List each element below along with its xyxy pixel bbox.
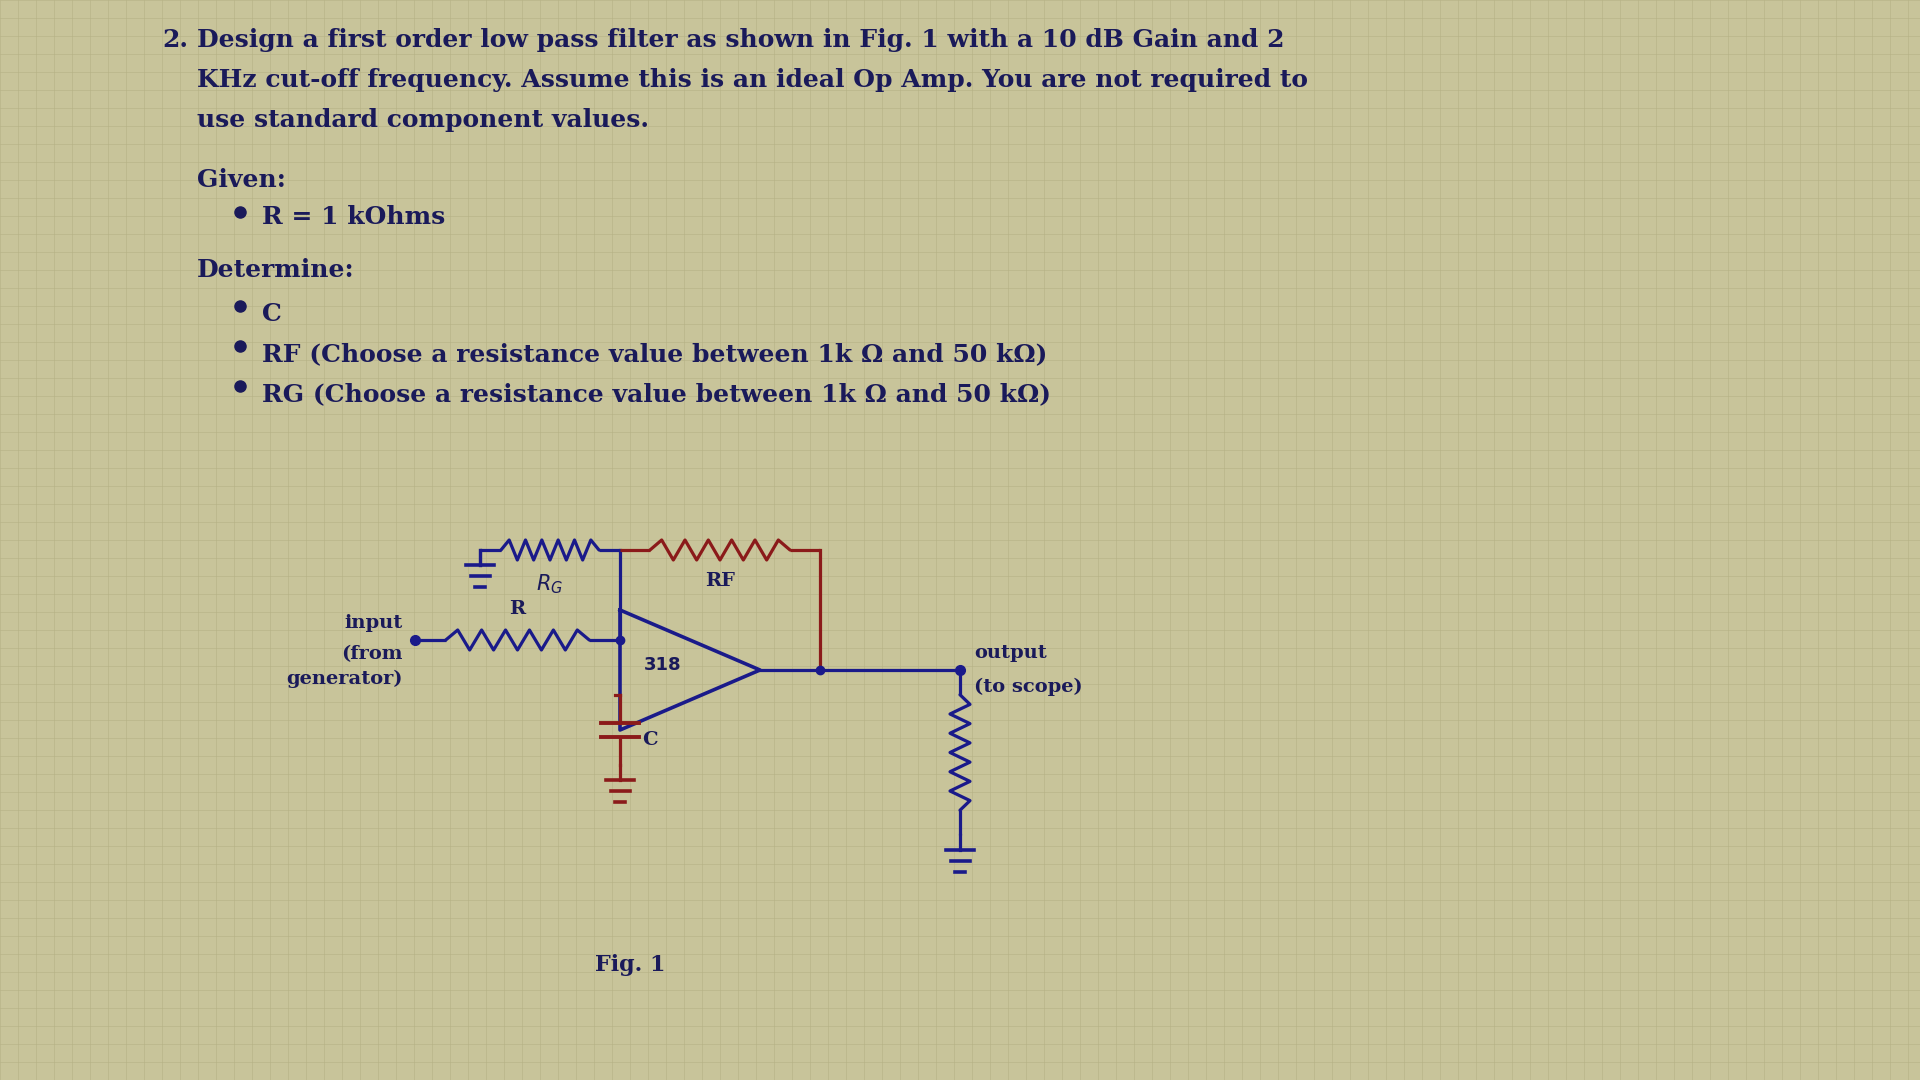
Text: output: output — [973, 644, 1046, 662]
Text: KHz cut-off frequency. Assume this is an ideal Op Amp. You are not required to: KHz cut-off frequency. Assume this is an… — [198, 68, 1308, 92]
Text: 318: 318 — [643, 656, 682, 674]
Text: R = 1 kOhms: R = 1 kOhms — [261, 205, 445, 229]
Text: use standard component values.: use standard component values. — [198, 108, 649, 132]
Text: Determine:: Determine: — [198, 258, 355, 282]
Text: $R_G$: $R_G$ — [536, 572, 564, 595]
Text: RG (Choose a resistance value between 1k Ω and 50 kΩ): RG (Choose a resistance value between 1k… — [261, 382, 1050, 406]
Text: (to scope): (to scope) — [973, 678, 1083, 697]
Text: RF: RF — [705, 572, 735, 590]
Text: C: C — [641, 731, 659, 750]
Text: generator): generator) — [286, 670, 403, 688]
Text: Fig. 1: Fig. 1 — [595, 954, 664, 976]
Text: R: R — [509, 600, 526, 618]
Text: Design a first order low pass filter as shown in Fig. 1 with a 10 dB Gain and 2: Design a first order low pass filter as … — [198, 28, 1284, 52]
Text: C: C — [261, 302, 282, 326]
Text: input: input — [346, 615, 403, 632]
Text: RF (Choose a resistance value between 1k Ω and 50 kΩ): RF (Choose a resistance value between 1k… — [261, 342, 1048, 366]
Text: (from: (from — [342, 645, 403, 663]
Text: Given:: Given: — [198, 168, 286, 192]
Text: 2.: 2. — [161, 28, 188, 52]
